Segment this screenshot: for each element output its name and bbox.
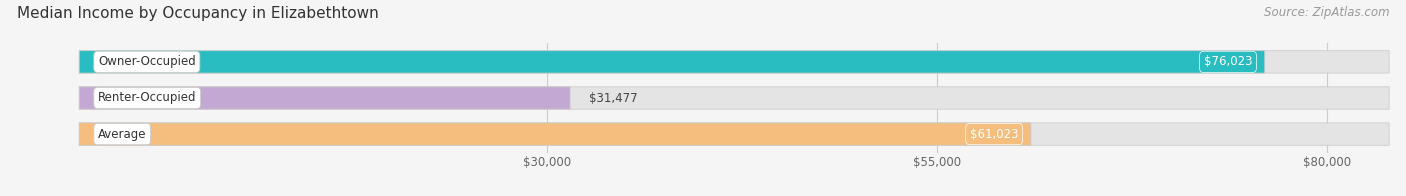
- Text: Median Income by Occupancy in Elizabethtown: Median Income by Occupancy in Elizabetht…: [17, 6, 378, 21]
- Text: Average: Average: [98, 128, 146, 141]
- Text: $31,477: $31,477: [589, 92, 637, 104]
- Text: Owner-Occupied: Owner-Occupied: [98, 55, 195, 68]
- Text: Source: ZipAtlas.com: Source: ZipAtlas.com: [1264, 6, 1389, 19]
- FancyBboxPatch shape: [79, 51, 1265, 73]
- Text: Renter-Occupied: Renter-Occupied: [98, 92, 197, 104]
- FancyBboxPatch shape: [79, 51, 1389, 73]
- FancyBboxPatch shape: [79, 123, 1031, 145]
- FancyBboxPatch shape: [79, 87, 1389, 109]
- Text: $76,023: $76,023: [1204, 55, 1253, 68]
- Text: $61,023: $61,023: [970, 128, 1018, 141]
- FancyBboxPatch shape: [79, 123, 1389, 145]
- FancyBboxPatch shape: [79, 87, 569, 109]
